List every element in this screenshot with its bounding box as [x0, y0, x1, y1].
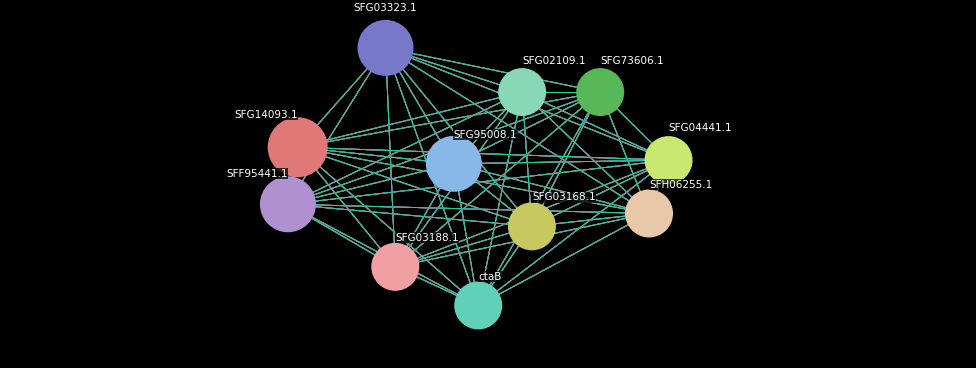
Text: ctaB: ctaB [478, 272, 502, 282]
Text: SFG14093.1: SFG14093.1 [234, 110, 298, 120]
Text: SFF95441.1: SFF95441.1 [226, 169, 288, 178]
Text: SFG03323.1: SFG03323.1 [353, 3, 418, 13]
Ellipse shape [357, 20, 414, 76]
Ellipse shape [426, 136, 482, 192]
Text: SFG04441.1: SFG04441.1 [669, 123, 732, 132]
Ellipse shape [625, 190, 673, 237]
Text: SFG03168.1: SFG03168.1 [532, 192, 595, 202]
Ellipse shape [267, 117, 328, 177]
Ellipse shape [644, 136, 693, 184]
Ellipse shape [260, 176, 316, 232]
Text: SFG03188.1: SFG03188.1 [395, 233, 459, 243]
Ellipse shape [371, 243, 420, 291]
Text: SFH06255.1: SFH06255.1 [649, 180, 712, 190]
Ellipse shape [508, 202, 556, 250]
Ellipse shape [576, 68, 625, 116]
Ellipse shape [454, 282, 503, 329]
Text: SFG95008.1: SFG95008.1 [454, 130, 517, 140]
Text: SFG02109.1: SFG02109.1 [522, 56, 586, 66]
Text: SFG73606.1: SFG73606.1 [600, 56, 664, 66]
Ellipse shape [498, 68, 547, 116]
